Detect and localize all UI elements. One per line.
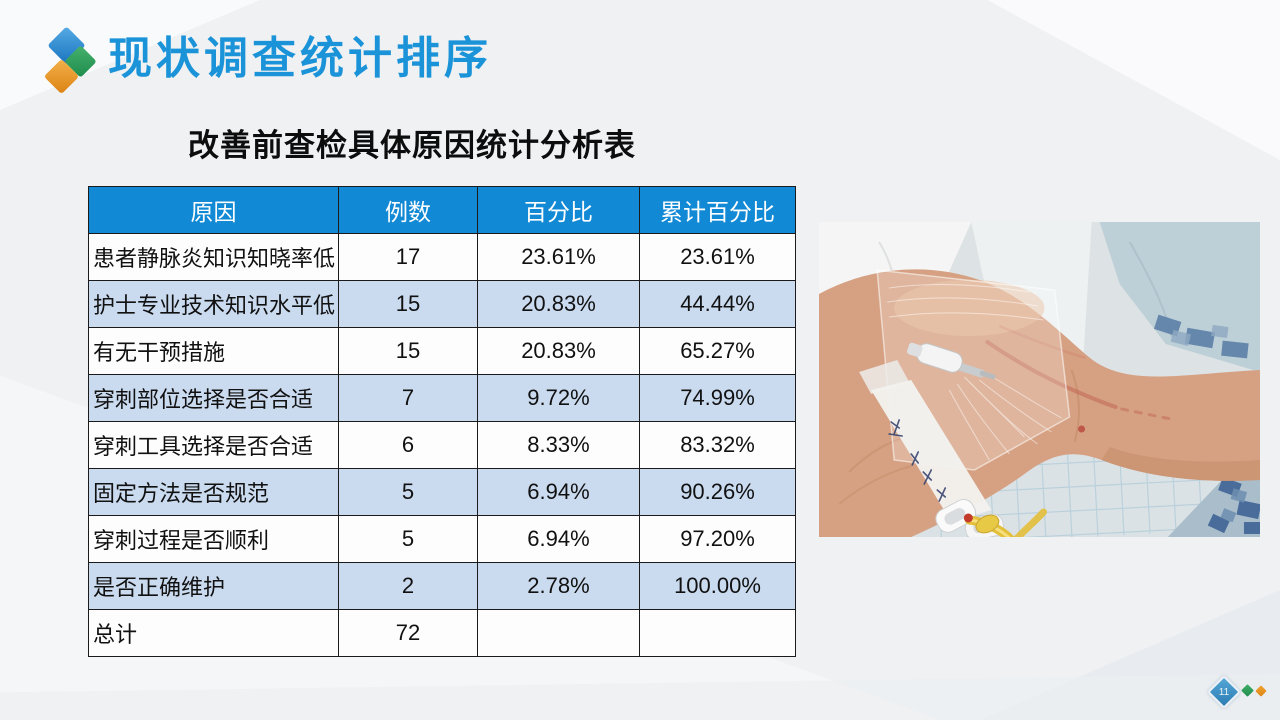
percent-cell: 23.61%	[477, 233, 640, 281]
three-diamonds-icon	[43, 26, 100, 95]
count-cell: 7	[338, 374, 478, 422]
header-count: 例数	[338, 186, 478, 234]
cumulative-cell: 44.44%	[639, 280, 796, 328]
table-row-total: 总计 72	[88, 609, 796, 657]
cause-cell: 穿刺部位选择是否合适	[88, 374, 339, 422]
percent-cell: 6.94%	[477, 468, 640, 516]
cumulative-cell: 97.20%	[639, 515, 796, 563]
table-row: 护士专业技术知识水平低 15 20.83% 44.44%	[88, 280, 796, 328]
page-number-badge: 11	[1207, 675, 1241, 709]
table-header-row: 原因 例数 百分比 累计百分比	[88, 186, 796, 234]
cumulative-cell: 65.27%	[639, 327, 796, 375]
count-cell: 15	[338, 327, 478, 375]
cumulative-cell: 23.61%	[639, 233, 796, 281]
table-row: 有无干预措施 15 20.83% 65.27%	[88, 327, 796, 375]
percent-cell: 8.33%	[477, 421, 640, 469]
iv-hand-photo-art	[819, 222, 1260, 537]
percent-cell: 9.72%	[477, 374, 640, 422]
cause-cell: 固定方法是否规范	[88, 468, 339, 516]
background-shape-bottom-band	[0, 674, 1280, 720]
table-row: 穿刺部位选择是否合适 7 9.72% 74.99%	[88, 374, 796, 422]
table-row: 穿刺工具选择是否合适 6 8.33% 83.32%	[88, 421, 796, 469]
cumulative-cell: 83.32%	[639, 421, 796, 469]
cause-cell: 护士专业技术知识水平低	[88, 280, 339, 328]
cause-cell: 是否正确维护	[88, 562, 339, 610]
count-cell: 72	[338, 609, 478, 657]
cumulative-cell	[639, 609, 796, 657]
footer: 11	[1207, 675, 1272, 709]
cause-cell: 有无干预措施	[88, 327, 339, 375]
background-shape-top-right	[987, 0, 1280, 160]
table-title: 改善前查检具体原因统计分析表	[188, 128, 636, 163]
count-cell: 5	[338, 468, 478, 516]
orange-diamond-icon	[1255, 685, 1267, 697]
count-cell: 17	[338, 233, 478, 281]
page-number: 11	[1218, 686, 1230, 698]
page-title: 现状调查统计排序	[108, 34, 492, 83]
percent-cell: 6.94%	[477, 515, 640, 563]
count-cell: 2	[338, 562, 478, 610]
header-percent: 百分比	[477, 186, 640, 234]
cause-statistics-table: 原因 例数 百分比 累计百分比 患者静脉炎知识知晓率低 17 23.61% 23…	[88, 186, 796, 657]
cumulative-cell: 74.99%	[639, 374, 796, 422]
table-row: 患者静脉炎知识知晓率低 17 23.61% 23.61%	[88, 233, 796, 281]
count-cell: 15	[338, 280, 478, 328]
cause-cell: 患者静脉炎知识知晓率低	[88, 233, 339, 281]
percent-cell: 20.83%	[477, 327, 640, 375]
cause-cell: 穿刺过程是否顺利	[88, 515, 339, 563]
cumulative-cell: 100.00%	[639, 562, 796, 610]
header-cumulative-percent: 累计百分比	[639, 186, 796, 234]
header-cause: 原因	[88, 186, 339, 234]
table-row: 穿刺过程是否顺利 5 6.94% 97.20%	[88, 515, 796, 563]
count-cell: 5	[338, 515, 478, 563]
percent-cell: 2.78%	[477, 562, 640, 610]
count-cell: 6	[338, 421, 478, 469]
green-diamond-icon	[1241, 684, 1254, 697]
percent-cell	[477, 609, 640, 657]
table-row: 固定方法是否规范 5 6.94% 90.26%	[88, 468, 796, 516]
cumulative-cell: 90.26%	[639, 468, 796, 516]
percent-cell: 20.83%	[477, 280, 640, 328]
iv-hand-photo	[819, 222, 1260, 537]
table-row: 是否正确维护 2 2.78% 100.00%	[88, 562, 796, 610]
cause-cell: 穿刺工具选择是否合适	[88, 421, 339, 469]
cause-cell: 总计	[88, 609, 339, 657]
slide-header: 现状调查统计排序	[43, 26, 492, 95]
